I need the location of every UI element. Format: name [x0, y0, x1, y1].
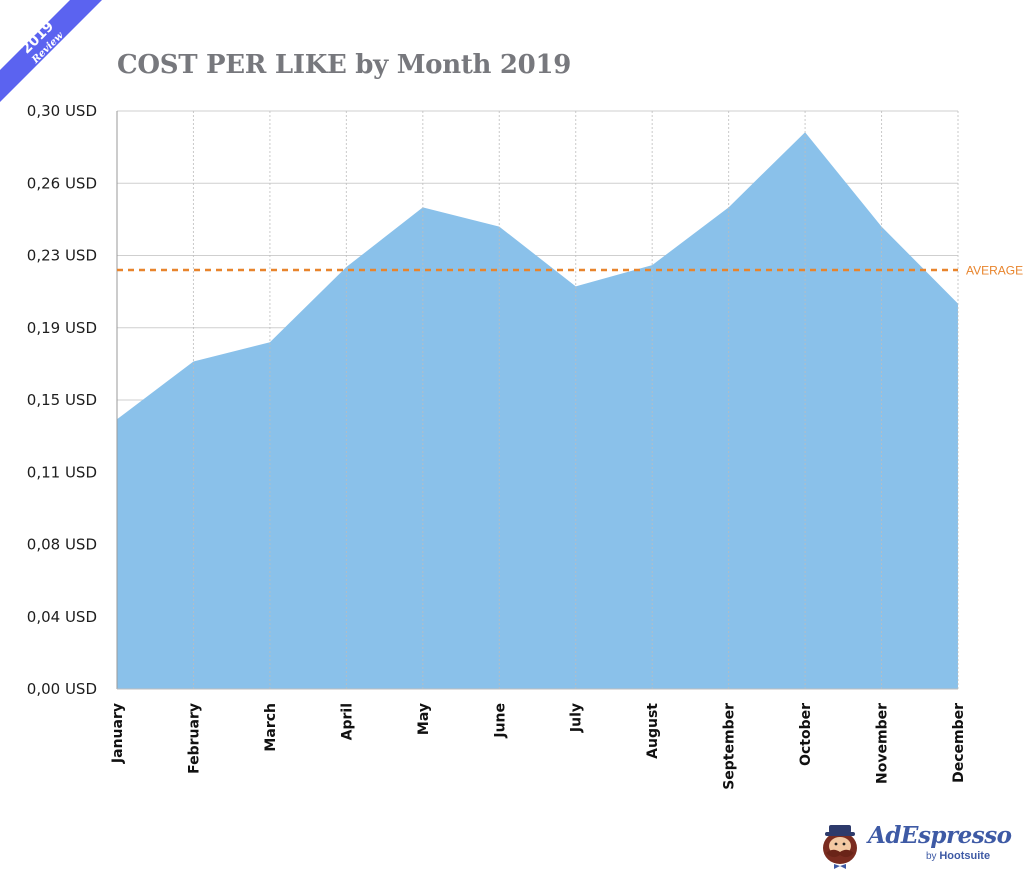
brand-name: AdEspresso	[868, 822, 1012, 849]
average-label: AVERAGE	[966, 263, 1023, 277]
x-tick-label: May	[416, 703, 432, 735]
x-tick-label: October	[798, 703, 814, 766]
x-tick-label: March	[263, 703, 279, 752]
review-badge: 2019 Review	[0, 0, 110, 110]
adespresso-logo: AdEspresso by Hootsuite	[818, 822, 1012, 870]
mascot-icon	[823, 825, 857, 869]
chart-title: COST PER LIKE by Month 2019	[117, 50, 572, 80]
x-tick-label: September	[722, 703, 738, 790]
badge-ribbon	[0, 0, 102, 102]
y-tick-label: 0,15 USD	[27, 391, 97, 409]
y-axis: 0,00 USD 0,04 USD 0,08 USD 0,11 USD 0,15 USD…	[27, 102, 97, 698]
y-tick-label: 0,08 USD	[27, 536, 97, 554]
y-tick-label: 0,26 USD	[27, 174, 97, 192]
y-tick-label: 0,19 USD	[27, 319, 97, 337]
x-tick-label: December	[951, 703, 967, 783]
x-axis: January February March April May June July Augu…	[110, 703, 967, 790]
x-tick-label: November	[875, 703, 891, 784]
byline-parent: Hootsuite	[939, 850, 991, 862]
y-tick-label: 0,04 USD	[27, 608, 97, 626]
y-tick-label: 0,11 USD	[27, 463, 97, 481]
x-tick-label: January	[110, 703, 126, 764]
y-tick-label: 0,23 USD	[27, 247, 97, 265]
x-tick-label: February	[186, 703, 202, 774]
byline-by: by	[926, 851, 937, 862]
x-tick-label: July	[569, 703, 585, 733]
x-tick-label: August	[645, 703, 661, 759]
brand-byline: by Hootsuite	[926, 850, 990, 862]
x-tick-label: June	[492, 703, 508, 739]
y-tick-label: 0,30 USD	[27, 102, 97, 120]
y-tick-label: 0,00 USD	[27, 680, 97, 698]
area-series	[117, 132, 958, 689]
x-tick-label: April	[339, 703, 355, 740]
